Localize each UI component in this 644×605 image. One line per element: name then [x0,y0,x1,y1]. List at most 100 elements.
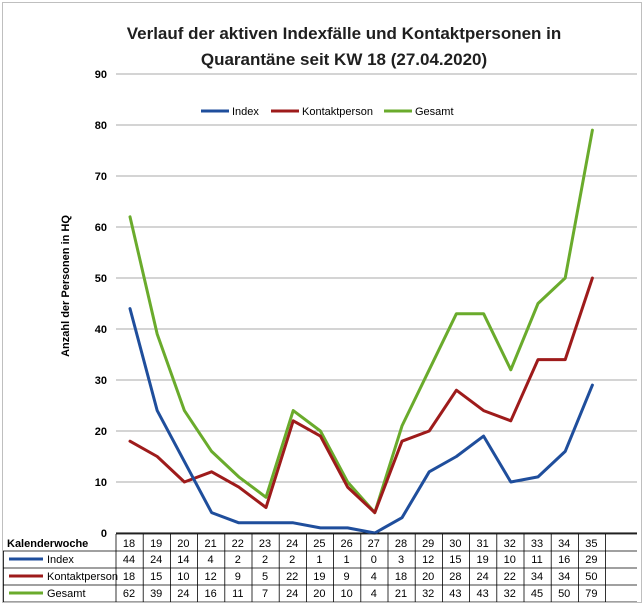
y-axis-label: Anzahl der Personen in HQ [60,215,72,357]
table-cell-value: 4 [208,554,214,566]
table-cell-value: 11 [531,554,542,566]
table-cell-value: 50 [558,588,570,600]
table-cell-value: 10 [177,571,189,583]
legend-label: Kontaktperson [302,106,373,118]
chart-title-line-1: Verlauf der aktiven Indexfälle und Konta… [127,24,562,43]
y-tick-label: 90 [95,69,107,81]
series-line [128,307,594,535]
table-cell-value: 2 [289,554,295,566]
y-tick-label: 40 [95,324,107,336]
table-cell-value: 16 [558,554,570,566]
x-axis-title: Kalenderwoche [7,538,88,550]
table-cell-value: 32 [422,588,434,600]
table-cell-value: 44 [123,554,135,566]
table-cell-value: 24 [177,588,189,600]
table-cell-value: 14 [177,554,189,566]
table-cell-value: 2 [235,554,241,566]
table-series-label: Gesamt [47,588,86,600]
table-cell-value: 32 [504,588,516,600]
y-tick-label: 50 [95,273,107,285]
x-tick-label: 20 [177,538,189,550]
table-cell-value: 20 [422,571,434,583]
x-tick-label: 25 [313,538,325,550]
x-tick-label: 33 [531,538,543,550]
table-cell-value: 18 [123,571,135,583]
table-cell-value: 9 [235,571,241,583]
y-tick-label: 10 [95,477,107,489]
table-cell-value: 19 [313,571,325,583]
table-cell-value: 12 [204,571,216,583]
table-cell-value: 21 [395,588,407,600]
table-cell-value: 15 [150,571,162,583]
data-table: Kalenderwoche 18 19 20 21 22 23 24 25 26 27 28 29 30 3… [3,533,637,602]
table-cell-value: 4 [371,588,377,600]
table-cell-value: 1 [316,554,322,566]
table-cell-value: 4 [371,571,377,583]
x-tick-label: 18 [123,538,135,550]
table-cell-value: 10 [340,588,352,600]
table-series-label: Index [47,554,74,566]
x-tick-label: 34 [558,538,570,550]
x-tick-label: 19 [150,538,162,550]
x-tick-label: 27 [368,538,380,550]
table-cell-value: 62 [123,588,135,600]
table-cell-value: 1 [344,554,350,566]
table-cell-value: 3 [398,554,404,566]
table-cell-value: 22 [504,571,516,583]
table-cell-value: 15 [449,554,461,566]
y-tick-label: 20 [95,426,107,438]
table-cell-value: 24 [150,554,162,566]
table-cell-value: 29 [585,554,597,566]
table-cell-value: 7 [262,588,268,600]
x-tick-label: 26 [340,538,352,550]
legend: Index Kontaktperson Gesamt [201,106,454,118]
table-cell-value: 43 [449,588,461,600]
table-cell-value: 19 [476,554,488,566]
x-tick-label: 28 [395,538,407,550]
x-tick-label: 23 [259,538,271,550]
table-cell-value: 34 [558,571,570,583]
table-cell-value: 45 [531,588,543,600]
x-tick-label: 29 [422,538,434,550]
table-cell-value: 5 [262,571,268,583]
table-cell-value: 24 [476,571,488,583]
legend-label: Gesamt [415,106,454,118]
table-cell-value: 20 [313,588,325,600]
table-cell-value: 79 [585,588,597,600]
series-lines [128,128,594,535]
table-cell-value: 11 [232,588,243,600]
table-cell-value: 0 [371,554,377,566]
table-cell-value: 28 [449,571,461,583]
gridlines [116,73,637,534]
table-cell-value: 12 [422,554,434,566]
y-tick-label: 70 [95,171,107,183]
series-line [128,276,594,515]
y-tick-label: 0 [101,528,107,540]
x-tick-label: 30 [449,538,461,550]
x-tick-label: 32 [504,538,516,550]
y-tick-label: 60 [95,222,107,234]
table-cell-value: 18 [395,571,407,583]
line-chart: Verlauf der aktiven Indexfälle und Konta… [3,24,637,602]
legend-label: Index [232,106,259,118]
x-tick-label: 24 [286,538,298,550]
table-cell-value: 9 [344,571,350,583]
chart-title-line-2: Quarantäne seit KW 18 (27.04.2020) [201,50,487,69]
x-tick-label: 35 [585,538,597,550]
y-tick-label: 30 [95,375,107,387]
y-axis-ticks: 0 10 20 30 40 50 60 70 80 90 [95,69,107,540]
y-tick-label: 80 [95,120,107,132]
table-cell-value: 2 [262,554,268,566]
table-cell-value: 22 [286,571,298,583]
x-tick-label: 21 [204,538,216,550]
table-cell-value: 34 [531,571,543,583]
table-cell-value: 24 [286,588,298,600]
table-cell-value: 39 [150,588,162,600]
series-line [128,128,594,515]
table-cell-value: 16 [204,588,216,600]
table-cell-value: 43 [476,588,488,600]
x-tick-label: 22 [232,538,244,550]
x-tick-label: 31 [476,538,488,550]
table-cell-value: 50 [585,571,597,583]
